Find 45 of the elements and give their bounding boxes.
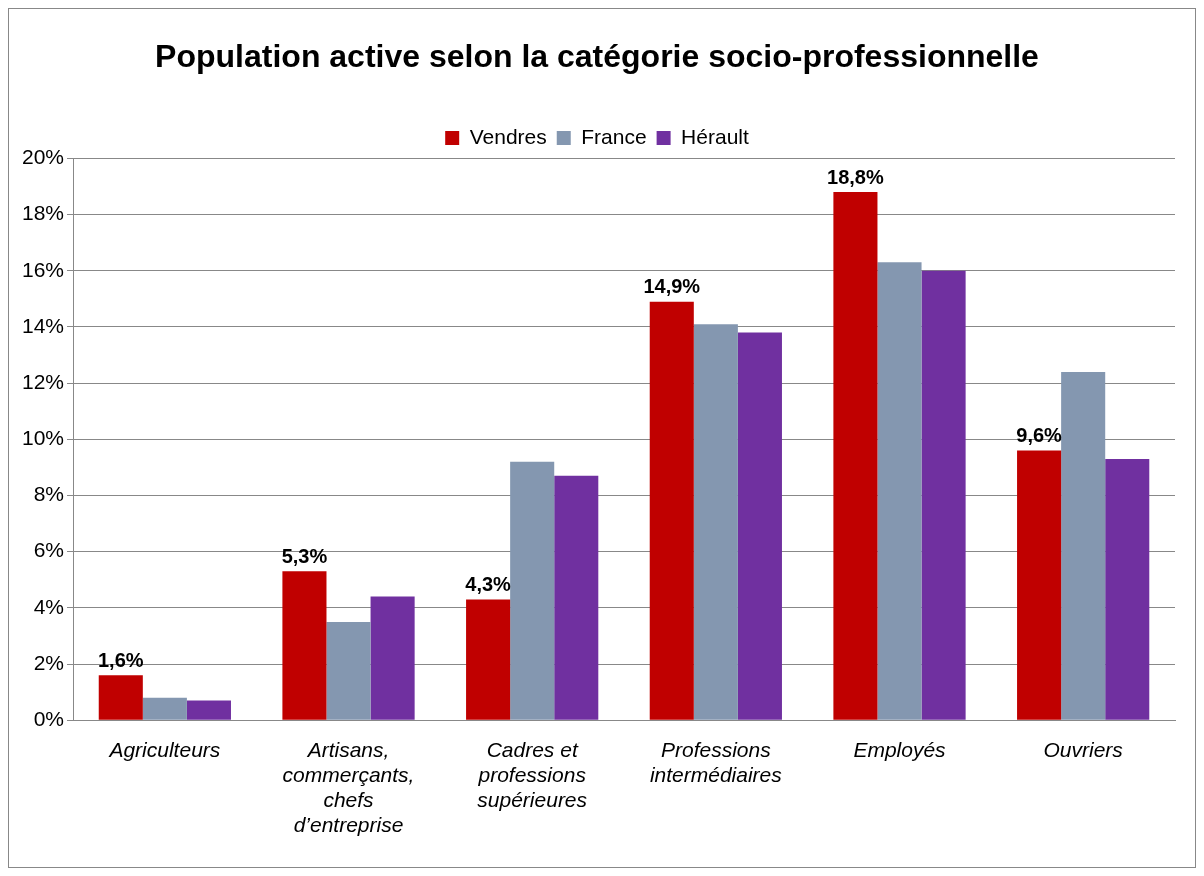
bar [554,475,599,720]
y-tick-label: 8% [33,482,65,506]
y-tick-label: 18% [22,201,65,225]
y-tick-label: 10% [22,426,65,450]
bar [693,324,738,720]
y-tick-label: 12% [22,369,65,393]
y-tick-label: 2% [33,650,65,674]
bar [649,301,694,720]
legend-label: Hérault [681,124,749,148]
x-tick-label: Artisans, commerçants, chefs d’entreprise [282,737,415,837]
bar [921,270,966,720]
bar [370,596,415,720]
bar [1017,450,1062,720]
x-tick-label: Employés [853,737,947,761]
bar [877,262,922,720]
bar [737,332,782,720]
data-label: 5,3% [281,544,328,567]
bar [1061,371,1106,720]
chart-title: Population active selon la catégorie socio-professionnelle [155,38,1039,75]
data-label: 14,9% [643,275,701,298]
y-tick-label: 16% [22,257,65,281]
y-tick-label: 6% [33,538,65,562]
bar [326,621,371,720]
legend-label: France [581,124,647,148]
bar [1105,458,1150,720]
bar [142,697,187,720]
data-label: 1,6% [97,648,144,671]
bar [510,461,555,720]
data-label: 4,3% [465,572,512,595]
x-tick-label: Agriculteurs [107,737,221,761]
data-label: 18,8% [827,165,884,188]
legend-label: Vendres [469,124,547,148]
bar [466,599,511,720]
data-label: 9,6% [1016,424,1063,447]
bar [833,192,878,720]
bar [282,571,327,720]
bar [98,675,143,720]
y-tick-label: 20% [22,145,65,169]
y-tick-label: 14% [22,313,65,337]
x-tick-label: Professions intermédiaires [649,737,783,786]
x-tick-label: Ouvriers [1043,737,1124,761]
y-tick-label: 4% [33,594,65,618]
bar [186,700,231,720]
y-tick-label: 0% [33,707,65,730]
x-tick-label: Cadres et professions supérieures [477,737,588,812]
